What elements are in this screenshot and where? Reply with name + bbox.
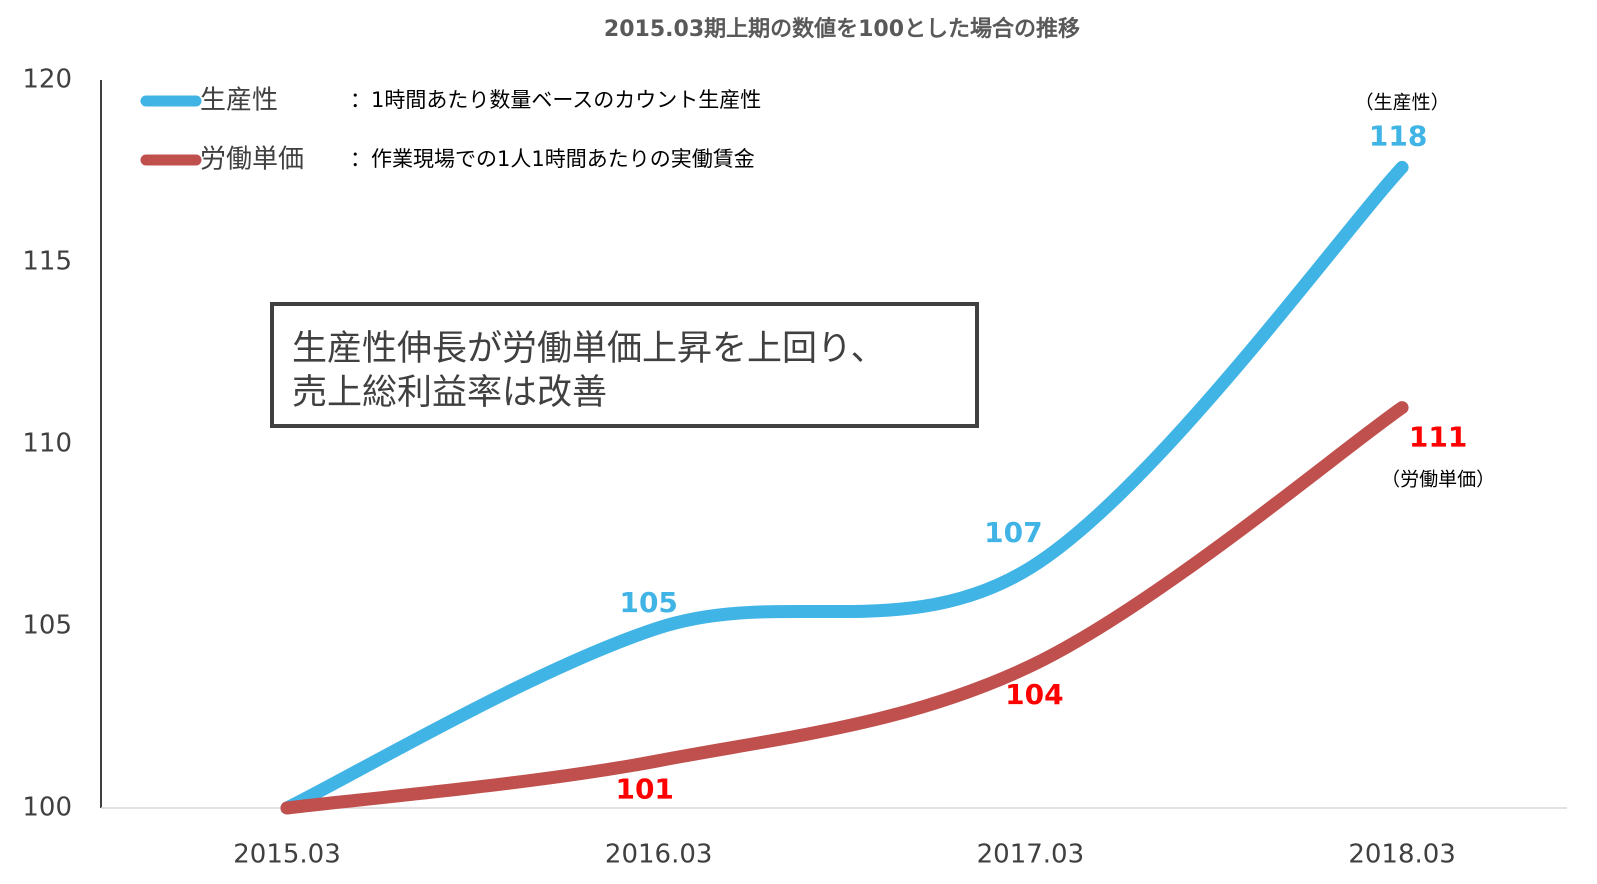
data-label: 105 (619, 586, 677, 619)
legend-description: ：作業現場での1人1時間あたりの実働賃金 (350, 147, 755, 171)
series-line (280, 401, 1409, 815)
y-tick-label: 120 (22, 65, 72, 95)
series-line (280, 160, 1409, 815)
data-label: 111 (1409, 421, 1467, 454)
data-label: 107 (984, 516, 1042, 549)
legend-label: 労働単価 (200, 145, 304, 175)
x-tick-label: 2015.03 (233, 840, 341, 870)
y-tick-label: 105 (22, 611, 72, 641)
x-tick-label: 2016.03 (605, 840, 713, 870)
annotation-box (270, 302, 979, 428)
end-label: （生産性） (1355, 92, 1450, 114)
y-tick-label: 110 (22, 429, 72, 459)
legend-label: 生産性 (200, 86, 278, 116)
annotation-text: 生産性伸長が労働単価上昇を上回り、 (292, 329, 886, 369)
legend-description: ：1時間あたり数量ベースのカウント生産性 (350, 88, 761, 112)
data-label: 101 (615, 773, 673, 806)
chart-title: 2015.03期上期の数値を100とした場合の推移 (604, 16, 1080, 42)
end-label: （労働単価） (1381, 469, 1495, 491)
annotation-text: 売上総利益率は改善 (292, 373, 607, 413)
data-label: 104 (1005, 678, 1063, 711)
x-tick-label: 2018.03 (1348, 840, 1456, 870)
x-tick-label: 2017.03 (977, 840, 1085, 870)
data-label: 118 (1369, 119, 1427, 152)
y-tick-label: 115 (22, 247, 72, 277)
y-tick-label: 100 (22, 793, 72, 823)
